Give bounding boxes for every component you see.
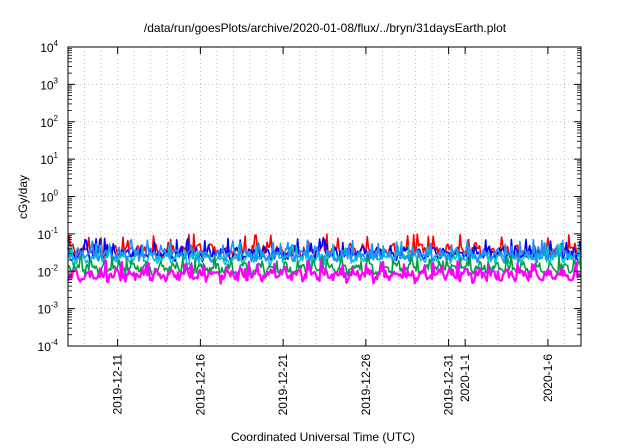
y-tick-label: 104 (40, 39, 58, 55)
y-tick-label: 103 (40, 76, 58, 92)
series-line (67, 259, 582, 285)
grid (68, 47, 581, 346)
y-tick-label: 100 (40, 189, 58, 205)
x-tick-label: 2020-1-1 (458, 354, 472, 402)
x-tick-label: 2019-12-26 (359, 354, 373, 416)
x-tick-label: 2019-12-11 (111, 354, 125, 415)
x-tick-label: 2019-12-31 (442, 354, 456, 416)
y-tick-label: 10-4 (38, 338, 59, 354)
x-axis-label: Coordinated Universal Time (UTC) (231, 430, 415, 444)
x-tick-label: 2020-1-6 (541, 354, 555, 402)
x-axis: 2019-12-11 2019-12-16 2019-12-21 2019-12-26… (111, 47, 555, 415)
y-axis-label: cGy/day (16, 175, 30, 219)
chart-title: /data/run/goesPlots/archive/2020-01-08/f… (144, 21, 507, 35)
y-tick-label: 10-1 (38, 226, 59, 242)
series-layer (67, 233, 582, 285)
y-tick-label: 10-3 (38, 301, 59, 317)
y-tick-label: 101 (40, 151, 58, 167)
y-tick-label: 102 (40, 114, 58, 130)
series-line (67, 238, 582, 264)
y-tick-label: 10-2 (38, 263, 59, 279)
x-tick-label: 2019-12-21 (276, 354, 290, 416)
x-tick-label: 2019-12-16 (193, 354, 207, 416)
y-axis: 10-4 10-3 10-2 10-1 100 101 102 103 104 (38, 39, 581, 354)
